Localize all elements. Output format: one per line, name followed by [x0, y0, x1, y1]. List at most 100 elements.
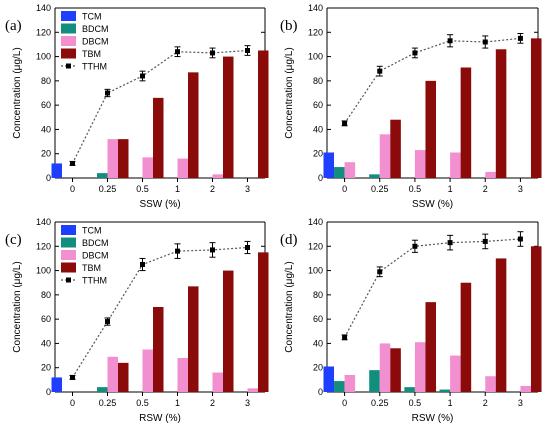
bar-tbm	[153, 97, 164, 178]
y-tick-label: 20	[41, 363, 51, 373]
chart-panel-2: 0 20 40 60 80 100 120 140 0 0.25 0.5 1 2 3 (b) SSW (%) C…	[280, 3, 542, 210]
bar-bdcm	[369, 370, 380, 392]
x-tick-label: 2	[210, 398, 215, 408]
y-tick-label: 120	[308, 241, 323, 251]
x-tick-label: 0.25	[99, 184, 117, 194]
x-tick-label: 0	[70, 184, 75, 194]
bar-tbm	[425, 302, 437, 392]
legend-swatch-tbm	[61, 48, 76, 59]
tthm-point	[210, 247, 215, 253]
tthm-point	[105, 319, 110, 325]
bar-dbcm	[379, 343, 391, 392]
tthm-point	[70, 374, 75, 380]
bar-tbm	[223, 270, 234, 392]
tthm-point	[517, 236, 523, 242]
y-tick-label: 60	[313, 100, 323, 110]
bar-dbcm	[107, 356, 118, 392]
y-tick-label: 140	[308, 217, 323, 227]
y-tick-label: 40	[313, 124, 323, 134]
y-tick-label: 20	[313, 149, 323, 159]
x-tick-label: 2	[483, 398, 488, 408]
bar-tbm	[530, 38, 542, 178]
x-axis-title: RSW (%)	[412, 413, 454, 424]
bar-dbcm	[177, 358, 188, 392]
x-tick-label: 2	[210, 184, 215, 194]
tthm-point	[447, 38, 453, 44]
bar-tbm	[118, 362, 129, 392]
y-tick-label: 120	[36, 241, 51, 251]
tthm-point	[175, 49, 180, 55]
x-tick-label: 3	[245, 398, 250, 408]
panel-label: (a)	[5, 18, 22, 34]
y-tick-label: 100	[308, 52, 323, 62]
legend: TCM BDCM DBCM TBM TTHM	[61, 225, 109, 286]
x-tick-label: 3	[518, 398, 523, 408]
bar-bdcm	[334, 381, 345, 392]
x-tick-label: 1	[175, 184, 180, 194]
bar-tcm	[51, 377, 62, 392]
tthm-point	[412, 50, 418, 56]
bar-dbcm	[142, 349, 153, 392]
legend-swatch-tcm	[61, 225, 76, 235]
legend-label-bdcm: BDCM	[82, 24, 109, 34]
y-tick-label: 140	[36, 3, 51, 13]
panel-label: (c)	[5, 232, 22, 248]
bar-dbcm	[212, 372, 223, 392]
y-tick-label: 0	[318, 173, 323, 183]
tthm-point	[245, 48, 250, 53]
y-axis-title: Concentration (μg/L)	[12, 47, 23, 138]
y-tick-label: 140	[308, 3, 323, 13]
legend-label-tcm: TCM	[82, 12, 102, 22]
bar-dbcm	[414, 342, 426, 392]
legend-swatch-dbcm	[61, 36, 76, 46]
legend-label-dbcm: DBCM	[82, 251, 109, 261]
bar-tbm	[118, 139, 129, 178]
y-tick-label: 20	[41, 149, 51, 159]
tthm-point	[105, 90, 110, 96]
x-tick-label: 1	[175, 398, 180, 408]
x-tick-label: 1	[448, 398, 453, 408]
bar-tbm	[425, 80, 437, 178]
legend-label-tcm: TCM	[82, 226, 102, 236]
x-tick-label: 0	[70, 398, 75, 408]
bar-dbcm	[247, 388, 258, 392]
x-tick-label: 0.25	[371, 398, 389, 408]
bar-dbcm	[450, 355, 461, 392]
y-tick-label: 0	[46, 387, 51, 397]
bar-bdcm	[404, 387, 415, 392]
panel-label: (b)	[280, 18, 298, 34]
y-tick-label: 100	[36, 266, 51, 276]
tthm-line	[344, 37, 521, 124]
y-tick-label: 80	[313, 290, 323, 300]
bar-dbcm	[485, 376, 496, 392]
legend-swatch-tbm	[61, 262, 76, 273]
legend-label-dbcm: DBCM	[82, 37, 109, 47]
bar-dbcm	[520, 385, 531, 392]
y-tick-label: 60	[41, 314, 51, 324]
y-tick-label: 40	[313, 338, 323, 348]
legend-label-tthm: TTHM	[82, 276, 107, 286]
tthm-point	[140, 73, 145, 79]
bar-dbcm	[414, 150, 426, 178]
bar-tcm	[323, 366, 335, 392]
tthm-point	[377, 269, 383, 275]
tthm-point	[245, 245, 250, 250]
x-tick-label: 0	[342, 398, 347, 408]
bar-tbm	[495, 49, 507, 179]
bar-dbcm	[142, 157, 153, 178]
bar-dbcm	[212, 174, 223, 178]
bar-dbcm	[485, 171, 496, 178]
x-tick-label: 0.25	[371, 184, 389, 194]
legend-label-bdcm: BDCM	[82, 238, 109, 248]
bar-bdcm	[97, 173, 108, 178]
tthm-line	[71, 49, 248, 164]
panel-label: (d)	[280, 232, 298, 248]
y-tick-label: 120	[308, 27, 323, 37]
chart-panel-1: 0 20 40 60 80 100 120 140 0 0.25 0.5 1 2 3 (a) SSW (%) C…	[5, 3, 269, 210]
bar-dbcm	[379, 134, 391, 178]
bar-tbm	[530, 246, 542, 392]
legend-label-tthm: TTHM	[82, 62, 107, 72]
y-tick-label: 140	[36, 217, 51, 227]
tthm-point	[412, 243, 418, 249]
y-tick-label: 0	[318, 387, 323, 397]
